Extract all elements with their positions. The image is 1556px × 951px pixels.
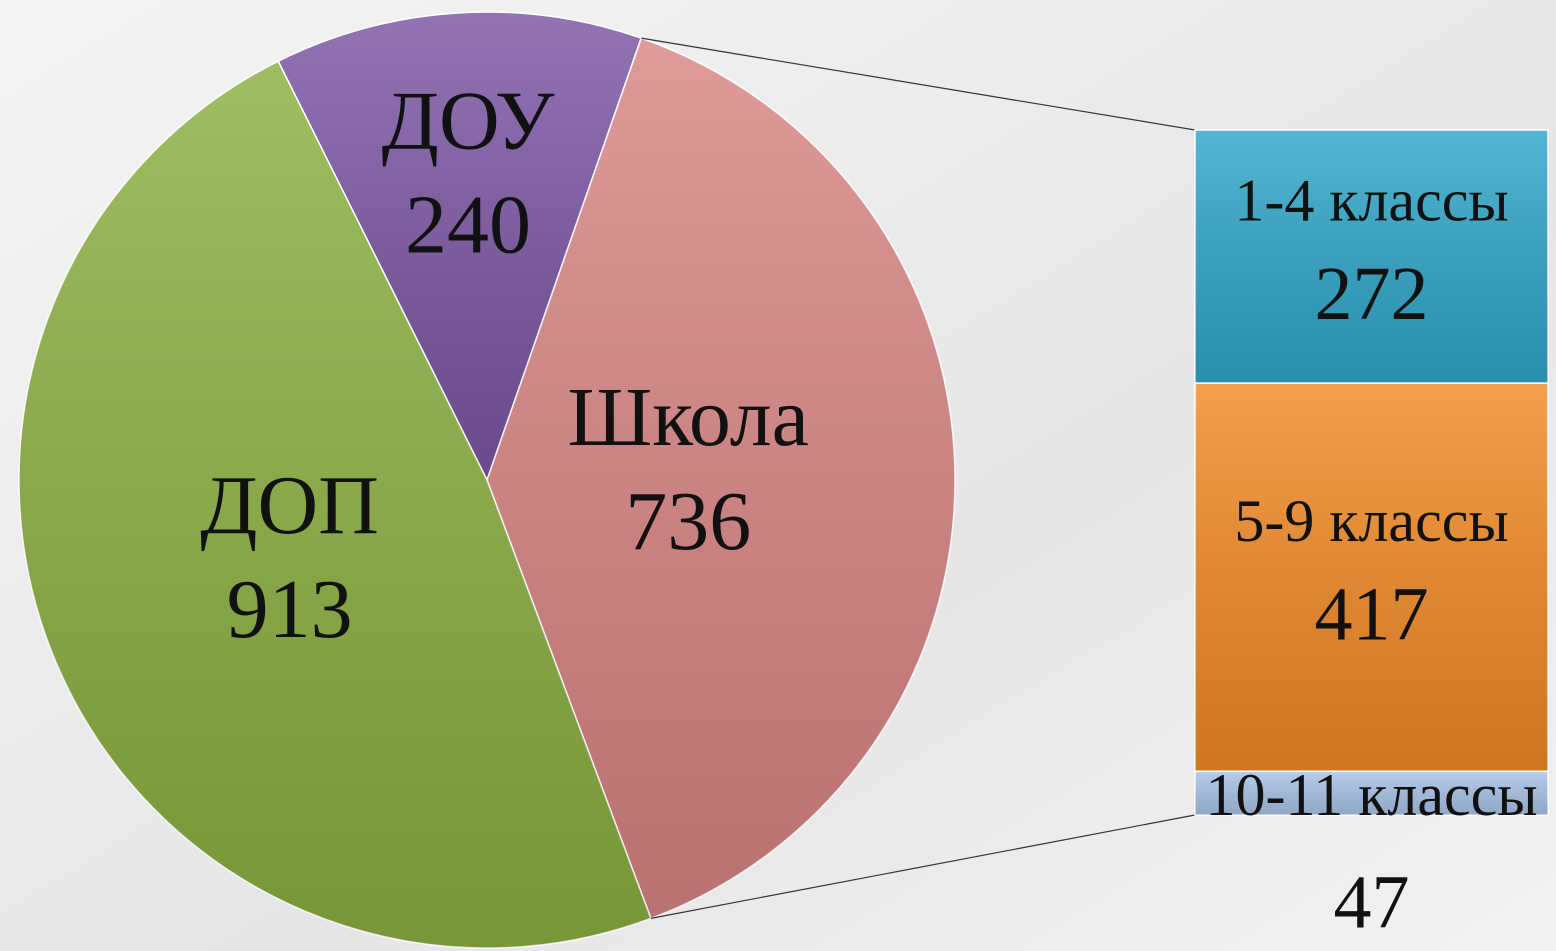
slice-label: ДОУ	[382, 74, 555, 167]
connector	[641, 37, 1196, 131]
slice-shade	[278, 11, 642, 480]
connector	[650, 814, 1196, 919]
segment-shade	[1195, 130, 1548, 384]
slice-value: 240	[405, 178, 531, 271]
segment-shade	[1195, 771, 1548, 815]
segment-value: 272	[1315, 252, 1429, 336]
segment-shade	[1195, 383, 1548, 772]
slice-value: 913	[227, 563, 353, 656]
slice-value: 736	[625, 475, 751, 568]
slice-shade	[18, 61, 651, 949]
segment-value: 47	[1334, 860, 1410, 944]
segment-value: 417	[1315, 573, 1429, 657]
segment-label: 1-4 классы	[1234, 167, 1508, 233]
segment-label: 10-11 классы	[1205, 762, 1537, 828]
segment-label: 5-9 классы	[1234, 488, 1508, 554]
slice-shade	[487, 38, 955, 919]
slice-label: Школа	[568, 371, 809, 464]
slice-label: ДОП	[200, 459, 379, 552]
